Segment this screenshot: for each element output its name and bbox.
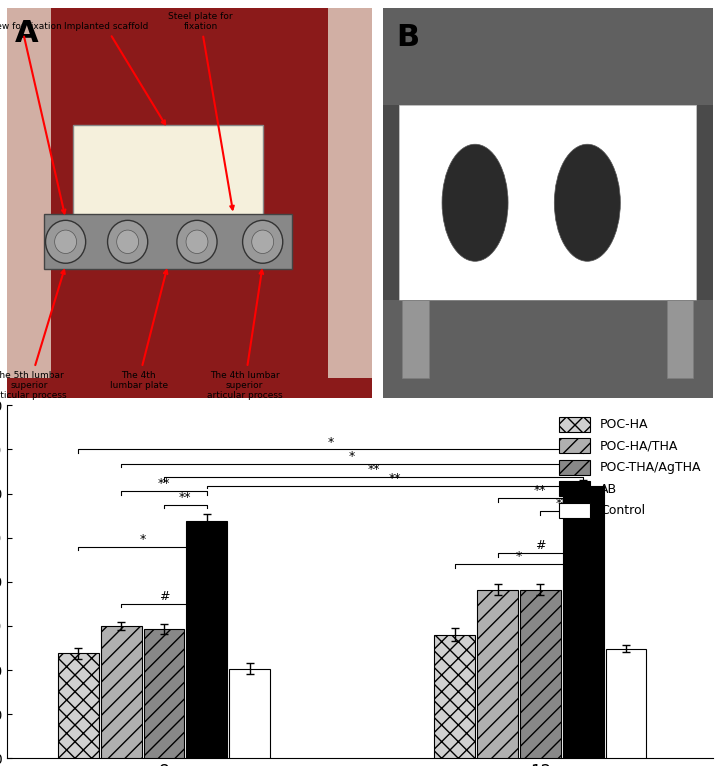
Text: B: B <box>396 23 419 52</box>
Bar <box>186 521 228 758</box>
Bar <box>73 125 263 222</box>
Text: *: * <box>516 550 522 563</box>
Circle shape <box>107 221 148 264</box>
Text: The 4th lumbar
superior
articular process: The 4th lumbar superior articular proces… <box>207 270 282 401</box>
Bar <box>328 8 372 378</box>
Text: **: ** <box>555 497 568 510</box>
Bar <box>520 590 561 758</box>
Text: *: * <box>140 532 145 545</box>
Bar <box>143 629 184 758</box>
Text: **: ** <box>367 463 380 476</box>
Bar <box>563 486 603 758</box>
Text: Screw for fixation: Screw for fixation <box>0 22 66 214</box>
Bar <box>382 300 713 398</box>
Bar <box>229 669 270 758</box>
Circle shape <box>177 221 217 264</box>
Text: **: ** <box>534 484 546 497</box>
Circle shape <box>252 230 274 254</box>
Legend: POC-HA, POC-HA/THA, POC-THA/AgTHA, AB, Control: POC-HA, POC-HA/THA, POC-THA/AgTHA, AB, C… <box>554 411 706 523</box>
Ellipse shape <box>442 144 508 261</box>
Text: **: ** <box>158 477 170 490</box>
Circle shape <box>45 221 86 264</box>
Ellipse shape <box>554 144 621 261</box>
Text: *: * <box>349 450 355 463</box>
Bar <box>101 626 142 758</box>
Circle shape <box>243 221 283 264</box>
Bar <box>667 300 693 378</box>
Bar <box>44 214 292 269</box>
Bar <box>399 105 696 300</box>
Bar <box>434 635 475 758</box>
Bar <box>58 653 99 758</box>
Bar <box>606 649 647 758</box>
Text: Steel plate for
fixation: Steel plate for fixation <box>168 11 234 209</box>
Bar <box>7 8 51 378</box>
Text: *: * <box>328 436 334 449</box>
Circle shape <box>117 230 138 254</box>
Text: A: A <box>14 19 38 48</box>
Text: Implanted scaffold: Implanted scaffold <box>63 22 165 124</box>
Bar <box>382 8 713 105</box>
Text: The 5th lumbar
superior
articular process: The 5th lumbar superior articular proces… <box>0 270 67 401</box>
Text: The 4th
lumbar plate: The 4th lumbar plate <box>109 270 168 390</box>
Bar <box>402 300 429 378</box>
Text: **: ** <box>179 491 192 504</box>
Text: #: # <box>535 539 546 552</box>
Circle shape <box>55 230 76 254</box>
Text: **: ** <box>389 472 401 485</box>
Circle shape <box>186 230 208 254</box>
Text: #: # <box>158 590 169 603</box>
Bar <box>477 590 518 758</box>
